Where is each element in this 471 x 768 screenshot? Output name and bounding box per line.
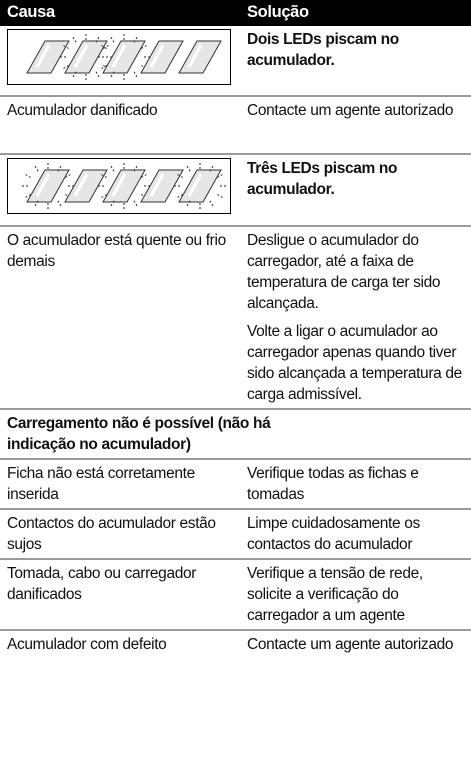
led-indicator <box>7 158 231 214</box>
led-shine <box>73 44 89 68</box>
row: Três LEDs piscam no acumulador. <box>0 153 471 226</box>
solution-cell: Verifique a tensão de rede, solicite a v… <box>240 558 471 630</box>
flash-ray <box>186 164 191 172</box>
row: O acumulador está quente ou frio demais … <box>0 225 471 409</box>
cause-cell: Ficha não está corretamente inserida <box>0 458 240 509</box>
cause-cell: O acumulador está quente ou frio demais <box>0 225 240 409</box>
led-shine <box>111 44 127 68</box>
flash-ray <box>133 164 138 172</box>
flash-ray <box>100 65 107 70</box>
flash-ray <box>72 35 77 43</box>
flash-ray <box>110 71 115 79</box>
header-row: Causa Solução <box>0 0 471 26</box>
flash-ray <box>62 44 69 49</box>
section-cell: Carregamento não é possível (não há indi… <box>0 408 471 459</box>
flash-ray <box>209 200 214 208</box>
flash-ray <box>110 35 115 43</box>
flash-ray <box>103 44 110 49</box>
flash-ray <box>95 71 100 79</box>
row: Contactos do acumulador estão sujos Limp… <box>0 508 471 559</box>
flash-ray <box>217 194 224 199</box>
flash-ray <box>141 173 148 178</box>
flash-ray <box>133 200 138 208</box>
indicator-cell <box>0 26 240 96</box>
solution-cell: Desligue o acumulador do carregador, até… <box>240 225 471 409</box>
led-indicator <box>7 29 231 85</box>
led-shine <box>111 173 127 197</box>
row: Tomada, cabo ou carregador danificados V… <box>0 558 471 630</box>
cause-cell: Acumulador danificado <box>0 95 240 154</box>
flash-ray <box>133 71 138 79</box>
paragraph: Desligue o acumulador do carregador, até… <box>247 232 441 312</box>
led-shine <box>35 173 51 197</box>
paragraph: Volte a ligar o acumulador ao carregador… <box>247 323 462 403</box>
row: Acumulador com defeito Contacte um agent… <box>0 629 471 658</box>
indicator-cell <box>0 153 240 226</box>
solution-cell: Verifique todas as fichas e tomadas <box>240 458 471 509</box>
flash-ray <box>24 194 31 199</box>
led-shine <box>149 173 165 197</box>
cause-cell: Acumulador com defeito <box>0 629 240 658</box>
solution-cell: Contacte um agente autorizado <box>240 629 471 658</box>
flash-ray <box>209 164 214 172</box>
troubleshooting-table: Causa Solução Dois LEDs piscam no acumul… <box>0 0 471 658</box>
flash-ray <box>100 173 107 178</box>
flash-ray <box>62 65 69 70</box>
flash-ray <box>65 173 72 178</box>
flash-ray <box>100 194 107 199</box>
flash-ray <box>110 164 115 172</box>
cause-cell: Contactos do acumulador estão sujos <box>0 508 240 559</box>
solution-cell: Dois LEDs piscam no acumulador. <box>247 31 399 69</box>
flash-ray <box>176 194 183 199</box>
led-shine <box>35 44 51 68</box>
cause-cell: Tomada, cabo ou carregador danificados <box>0 558 240 630</box>
row: Ficha não está corretamente inserida Ver… <box>0 458 471 509</box>
row: Acumulador danificado Contacte um agente… <box>0 95 471 154</box>
header-cell: Solução <box>240 0 471 26</box>
section-row: Carregamento não é possível (não há indi… <box>0 408 471 459</box>
flash-ray <box>133 35 138 43</box>
flash-ray <box>100 44 107 49</box>
led-shine <box>149 44 165 68</box>
row: Dois LEDs piscam no acumulador. <box>0 26 471 96</box>
solution-cell: Três LEDs piscam no acumulador. <box>240 153 471 226</box>
flash-ray <box>186 200 191 208</box>
flash-ray <box>217 173 224 178</box>
header-cell: Causa <box>0 0 240 26</box>
flash-ray <box>24 173 31 178</box>
flash-ray <box>110 200 115 208</box>
flash-ray <box>57 164 62 172</box>
flash-ray <box>176 173 183 178</box>
flash-ray <box>95 35 100 43</box>
flash-ray <box>34 164 39 172</box>
flash-ray <box>57 200 62 208</box>
flash-ray <box>72 71 77 79</box>
flash-ray <box>34 200 39 208</box>
led-shine <box>73 173 89 197</box>
solution-cell: Limpe cuidadosamente os contactos do acu… <box>240 508 471 559</box>
led-shine <box>187 173 203 197</box>
flash-ray <box>141 44 148 49</box>
led-shine <box>187 44 203 68</box>
solution-cell: Contacte um agente autorizado <box>240 95 471 154</box>
